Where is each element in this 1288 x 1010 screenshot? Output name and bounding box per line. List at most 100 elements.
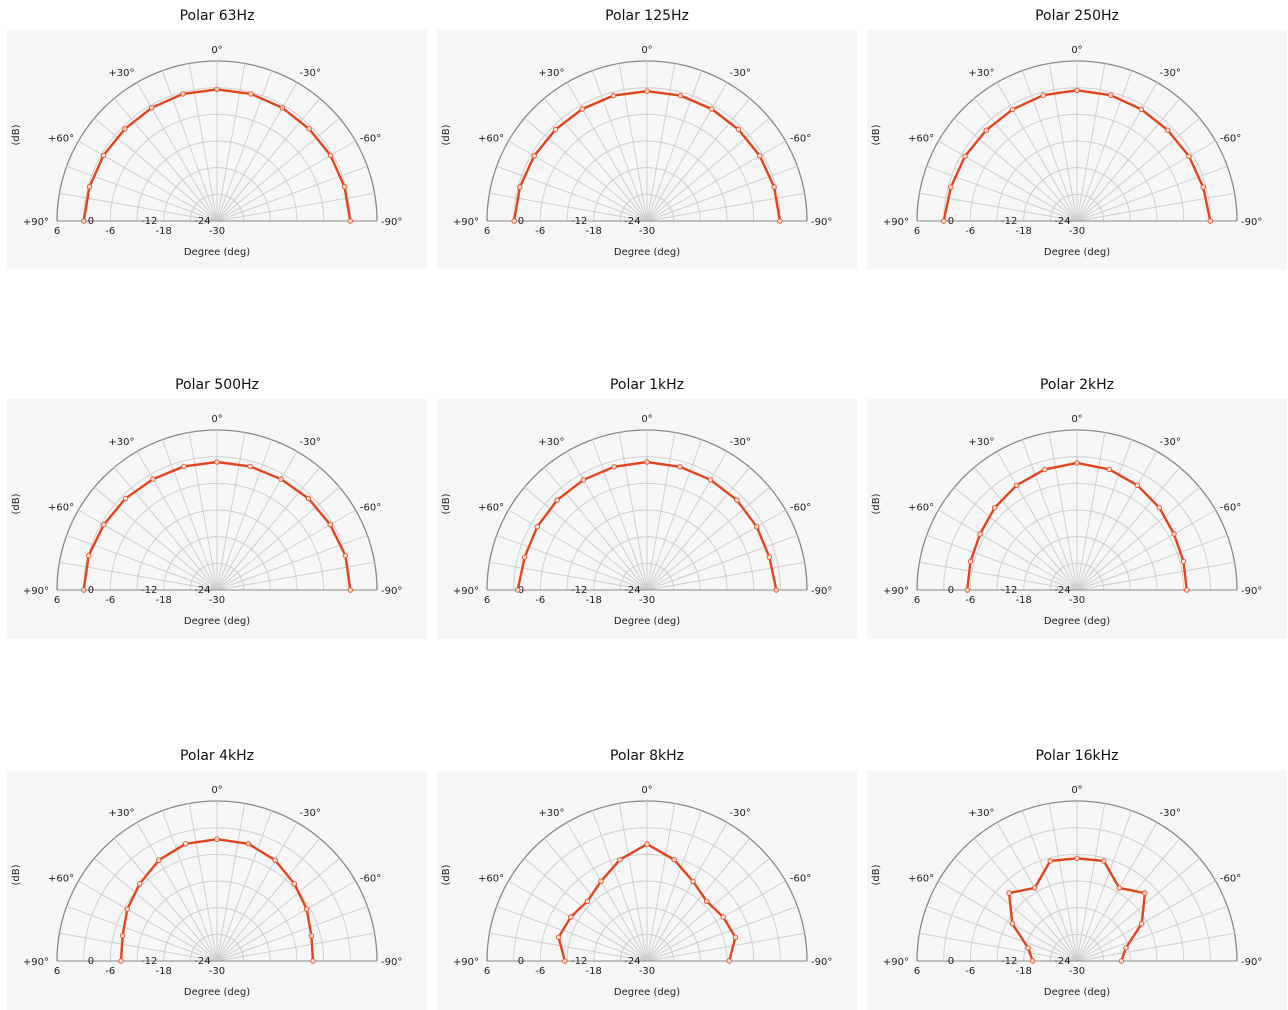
chart-title: Polar 63Hz xyxy=(179,8,255,24)
radial-tick-label: -24 xyxy=(624,216,640,227)
x-axis-label: Degree (deg) xyxy=(614,616,680,627)
angle-label: 0° xyxy=(641,785,652,796)
chart-title: Polar 500Hz xyxy=(175,377,259,393)
data-point xyxy=(720,914,726,920)
data-point xyxy=(962,153,968,159)
radial-tick-label: -24 xyxy=(624,956,640,967)
data-point xyxy=(948,184,954,190)
data-point xyxy=(1074,87,1080,93)
angle-label: -30° xyxy=(300,437,321,448)
grid-spoke xyxy=(216,70,273,222)
polar-chart-panel: Polar 250Hz 0° +30° -30° +60° -60° +90° -90° 6 0… xyxy=(867,8,1287,270)
grid-spoke xyxy=(94,857,218,962)
radial-tick-label: 0 xyxy=(948,216,954,227)
radial-tick-label: -24 xyxy=(1054,956,1070,967)
y-axis-label: (dB) xyxy=(11,493,22,514)
grid-spoke xyxy=(973,467,1078,591)
y-axis-label: (dB) xyxy=(441,124,452,145)
data-point xyxy=(754,523,760,530)
data-point xyxy=(148,105,155,111)
grid-spoke xyxy=(496,165,648,222)
grid-spoke xyxy=(1076,432,1106,591)
data-point xyxy=(272,857,278,863)
grid-spoke xyxy=(1076,486,1200,591)
grid-spoke xyxy=(1076,140,1216,222)
radial-tick-label: 6 xyxy=(484,595,490,606)
data-point xyxy=(118,958,124,964)
grid-spoke xyxy=(216,880,356,962)
polar-plot: 0° +30° -30° +60° -60° +90° -90° 6 0 -6 -12-18 -24-… xyxy=(871,414,1262,627)
radial-tick-label: -30 xyxy=(1069,595,1085,606)
data-point xyxy=(124,906,130,912)
data-point xyxy=(1009,920,1015,927)
data-point xyxy=(245,841,252,847)
chart-title: Polar 4kHz xyxy=(179,748,255,764)
grid-spoke xyxy=(1076,810,1133,962)
grid-spoke xyxy=(973,838,1078,962)
grid-spoke xyxy=(59,932,218,962)
data-point xyxy=(1107,92,1114,98)
data-point xyxy=(180,91,186,97)
polar-plot: 0° +30° -30° +60° -60° +90° -90° 6 0 -6 -12-18 -24-… xyxy=(871,45,1262,258)
grid-spoke xyxy=(496,534,648,591)
angle-label: -60° xyxy=(360,134,381,145)
angle-label: -30° xyxy=(730,68,751,79)
grid-spoke xyxy=(216,63,246,222)
polar-chart-panel: Polar 125Hz 0° +30° -30° +60° -60° +90° -90° 6 0… xyxy=(437,8,857,270)
data-point xyxy=(278,476,284,482)
grid-spoke xyxy=(1076,98,1181,222)
chart-title: Polar 16kHz xyxy=(1035,748,1119,764)
data-point xyxy=(291,880,297,887)
grid-spoke xyxy=(94,117,218,222)
grid-spoke xyxy=(646,803,676,962)
data-point xyxy=(85,552,92,559)
chart-title: Polar 1kHz xyxy=(609,377,685,393)
data-point xyxy=(690,878,696,884)
radial-tick-label: -24 xyxy=(194,956,210,967)
grid-spoke xyxy=(954,117,1078,222)
data-point xyxy=(555,934,562,940)
data-point xyxy=(214,836,220,842)
data-point xyxy=(1013,482,1020,488)
grid-spoke xyxy=(926,905,1078,962)
grid-spoke xyxy=(66,534,218,591)
grid-spoke xyxy=(954,857,1078,962)
grid-spoke xyxy=(646,98,751,222)
radial-tick-label: 0 xyxy=(518,956,524,967)
data-point xyxy=(732,934,739,940)
grid-spoke xyxy=(216,822,298,962)
angle-label: +30° xyxy=(968,437,994,448)
grid-spoke xyxy=(1021,810,1078,962)
radial-tick-label: -12 xyxy=(571,956,587,967)
radial-tick-label: 6 xyxy=(914,966,920,977)
radial-tick-label: -12 xyxy=(141,956,157,967)
radial-tick-label: -6 xyxy=(965,226,975,237)
y-axis-label: (dB) xyxy=(11,124,22,145)
angle-label: 0° xyxy=(211,45,222,56)
radial-tick-label: -30 xyxy=(1069,966,1085,977)
radial-tick-label: 0 xyxy=(518,216,524,227)
grid-spoke xyxy=(1076,838,1181,962)
data-point xyxy=(308,932,315,939)
grid-spoke xyxy=(113,98,218,222)
angle-label: +30° xyxy=(108,68,134,79)
grid-spoke xyxy=(1076,63,1106,222)
angle-label: -30° xyxy=(1160,68,1181,79)
radial-tick-label: -30 xyxy=(209,966,225,977)
radial-tick-label: -18 xyxy=(156,595,172,606)
data-point xyxy=(940,218,947,224)
data-point xyxy=(100,152,107,159)
data-point xyxy=(327,152,334,159)
grid-spoke xyxy=(646,467,751,591)
data-point xyxy=(991,504,998,511)
x-axis-label: Degree (deg) xyxy=(1044,616,1110,627)
data-point xyxy=(1139,920,1145,927)
data-point xyxy=(1029,958,1036,964)
radial-tick-label: -24 xyxy=(624,585,640,596)
chart-title: Polar 2kHz xyxy=(1039,377,1115,393)
x-axis-label: Degree (deg) xyxy=(184,247,250,258)
angle-label: -30° xyxy=(730,808,751,819)
radial-tick-label: -24 xyxy=(194,585,210,596)
grid-spoke xyxy=(216,561,375,591)
radial-tick-label: 0 xyxy=(948,956,954,967)
